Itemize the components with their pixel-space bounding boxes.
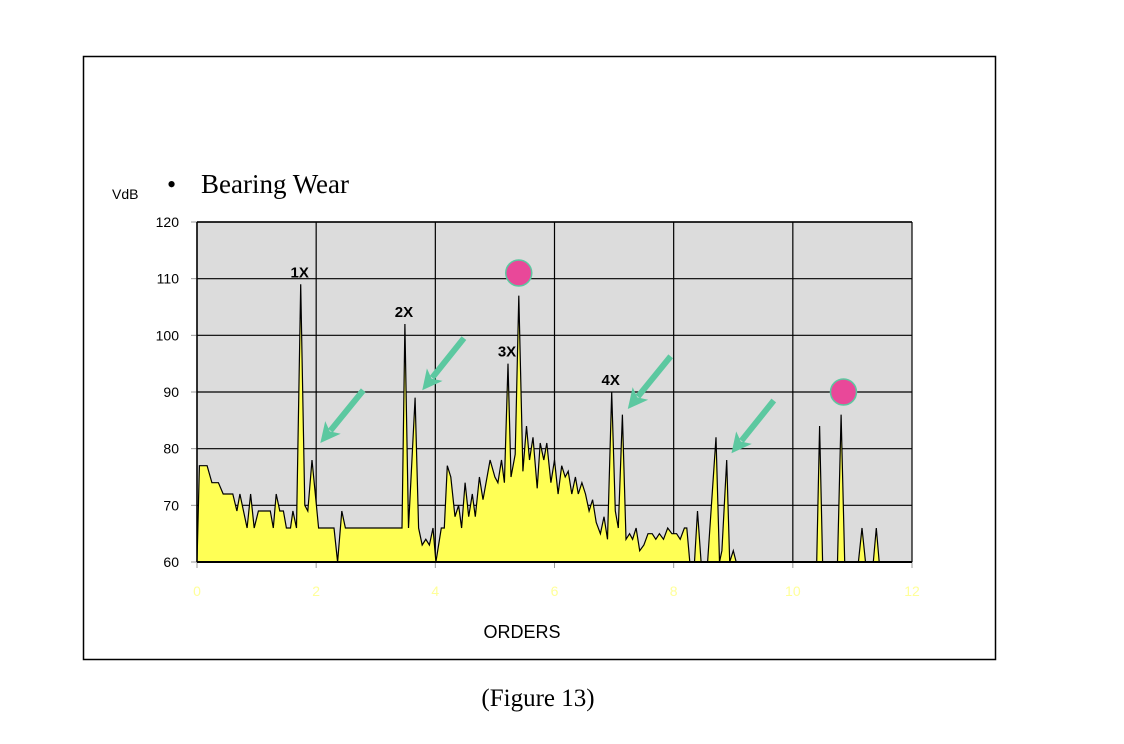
arrow-shaft bbox=[739, 398, 777, 443]
figure-caption: (Figure 13) bbox=[481, 685, 594, 712]
arrow-shaft bbox=[328, 388, 366, 433]
axes: 60 70 80 90 100 110 120 0 2 4 6 8 10 12 bbox=[156, 214, 920, 599]
arrow-icon bbox=[731, 431, 752, 454]
y-axis-label: VdB bbox=[112, 186, 138, 202]
peak-label-2x: 2X bbox=[395, 304, 413, 321]
chart-title: Bearing Wear bbox=[201, 169, 349, 199]
peak-label-4x: 4X bbox=[602, 372, 620, 389]
x-tick-label: 8 bbox=[670, 583, 678, 599]
annotations: 1X 2X 3X 4X bbox=[290, 259, 858, 454]
y-tick-label: 60 bbox=[163, 554, 179, 570]
highlight-marker bbox=[505, 259, 533, 287]
highlight-marker bbox=[829, 378, 858, 406]
y-tick-label: 80 bbox=[163, 441, 179, 457]
arrow-icon bbox=[422, 368, 443, 391]
x-tick-label: 2 bbox=[312, 583, 320, 599]
y-tick-label: 100 bbox=[156, 327, 180, 343]
arrow-shaft bbox=[635, 354, 674, 399]
peak-label-3x: 3X bbox=[498, 344, 516, 361]
arrow-shaft bbox=[429, 336, 467, 380]
x-tick-label: 4 bbox=[431, 583, 439, 599]
peak-label-1x: 1X bbox=[290, 264, 308, 281]
arrow-icon bbox=[627, 387, 649, 409]
y-tick-label: 70 bbox=[163, 497, 179, 513]
spectrum-line bbox=[196, 284, 912, 563]
y-tick-label: 110 bbox=[157, 271, 180, 287]
arrow-icon bbox=[320, 421, 341, 443]
y-tick-label: 120 bbox=[156, 214, 180, 230]
x-tick-label: 10 bbox=[785, 583, 801, 599]
x-tick-label: 12 bbox=[904, 583, 920, 599]
title-bullet: • bbox=[167, 170, 176, 199]
spectrum-fill bbox=[197, 284, 912, 562]
x-tick-label: 6 bbox=[551, 583, 559, 599]
x-axis-label: ORDERS bbox=[483, 622, 560, 642]
spectrum-area bbox=[196, 284, 912, 563]
y-tick-label: 90 bbox=[163, 384, 179, 400]
x-tick-label: 0 bbox=[193, 583, 201, 599]
